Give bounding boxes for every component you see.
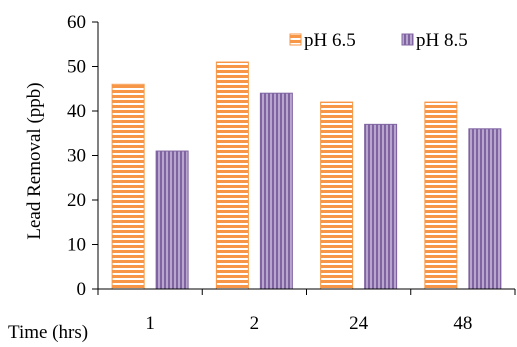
y-tick-label: 20: [67, 190, 86, 211]
bar-ph85-48: [468, 128, 502, 290]
y-axis-ticks: 0 10 20 30 40 50 60: [67, 12, 98, 300]
x-axis-labels: 1 2 24 48: [145, 313, 472, 334]
bar-ph65-48: [424, 101, 458, 290]
axes: [97, 22, 516, 295]
y-tick-label: 10: [67, 235, 86, 256]
legend: pH 6.5 pH 8.5: [289, 30, 468, 51]
bar-ph85-2: [259, 92, 293, 290]
x-tick-label: 1: [145, 313, 155, 334]
bar-ph85-1: [155, 150, 189, 290]
legend-swatch-ph65: [289, 33, 302, 46]
legend-label-ph85: pH 8.5: [416, 30, 468, 51]
x-axis-title: Time (hrs): [8, 322, 88, 343]
y-tick-label: 30: [67, 146, 86, 167]
bar-ph85-24: [364, 123, 398, 290]
y-tick-label: 0: [77, 279, 87, 300]
y-tick-label: 50: [67, 57, 86, 78]
bar-ph65-2: [215, 61, 249, 290]
legend-label-ph65: pH 6.5: [304, 30, 356, 51]
x-tick-label: 24: [349, 313, 369, 334]
x-tick-label: 2: [250, 313, 260, 334]
bar-ph65-1: [111, 83, 145, 290]
x-tick-label: 48: [453, 313, 472, 334]
y-tick-label: 40: [67, 101, 86, 122]
bars-group: [111, 61, 502, 290]
legend-swatch-ph85: [401, 33, 414, 46]
y-axis-title: Lead Removal (ppb): [24, 82, 45, 239]
y-tick-label: 60: [67, 12, 86, 33]
bar-ph65-24: [320, 101, 354, 290]
